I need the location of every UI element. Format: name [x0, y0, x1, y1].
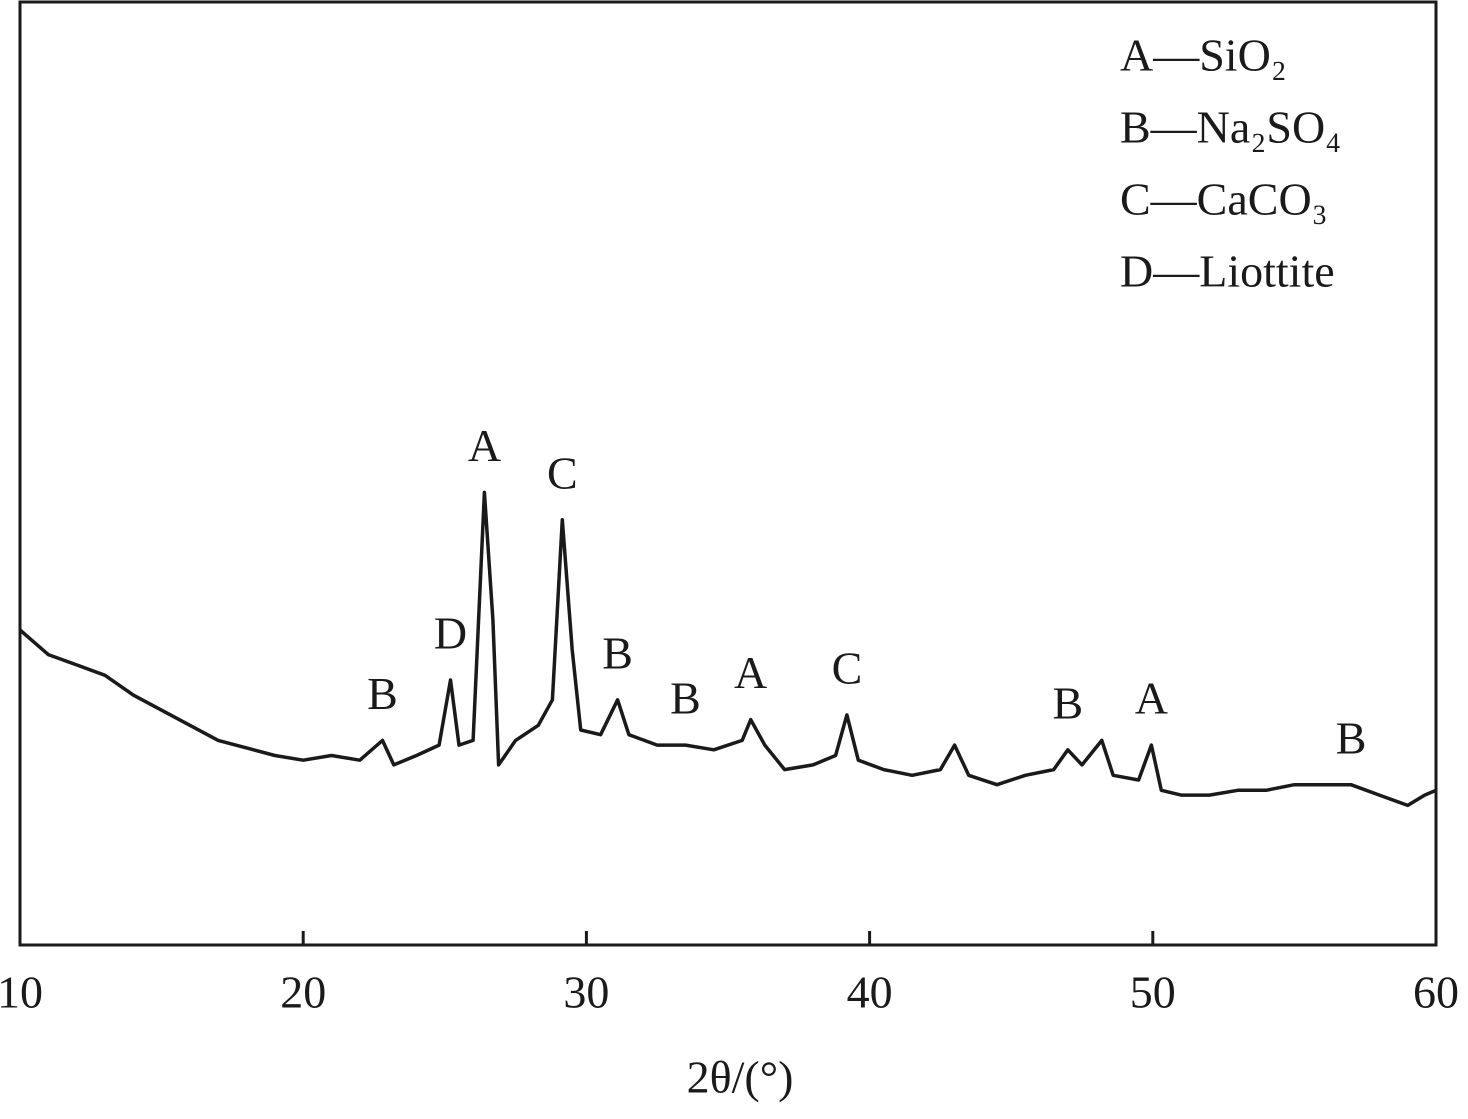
peak-label: D — [434, 608, 467, 659]
legend-entry: A—SiO₂ — [1120, 30, 1287, 81]
peak-label: C — [832, 642, 863, 693]
peak-label: B — [1052, 677, 1083, 728]
x-tick-label: 20 — [280, 967, 326, 1018]
plot-frame — [18, 0, 1438, 947]
xrd-line — [18, 490, 1437, 808]
x-tick-label: 60 — [1413, 967, 1459, 1018]
peak-label: B — [367, 668, 398, 719]
x-tick-label: 50 — [1130, 967, 1176, 1018]
peak-label: B — [602, 627, 633, 678]
legend-entry: C—CaCO₃ — [1120, 174, 1328, 225]
peak-label: B — [1336, 712, 1367, 763]
peak-label: A — [1135, 673, 1168, 724]
x-axis-label: 2θ/(°) — [687, 1052, 794, 1103]
x-tick-label: 30 — [563, 967, 609, 1018]
peak-label: C — [547, 447, 578, 498]
legend-entry: D—Liottite — [1120, 246, 1335, 297]
peak-label: B — [670, 673, 701, 724]
peak-label: A — [468, 420, 501, 471]
peak-label: A — [734, 647, 767, 698]
x-tick-label: 10 — [0, 967, 43, 1018]
legend-entry: B—Na₂SO₄ — [1120, 102, 1341, 153]
x-tick-label: 40 — [847, 967, 893, 1018]
